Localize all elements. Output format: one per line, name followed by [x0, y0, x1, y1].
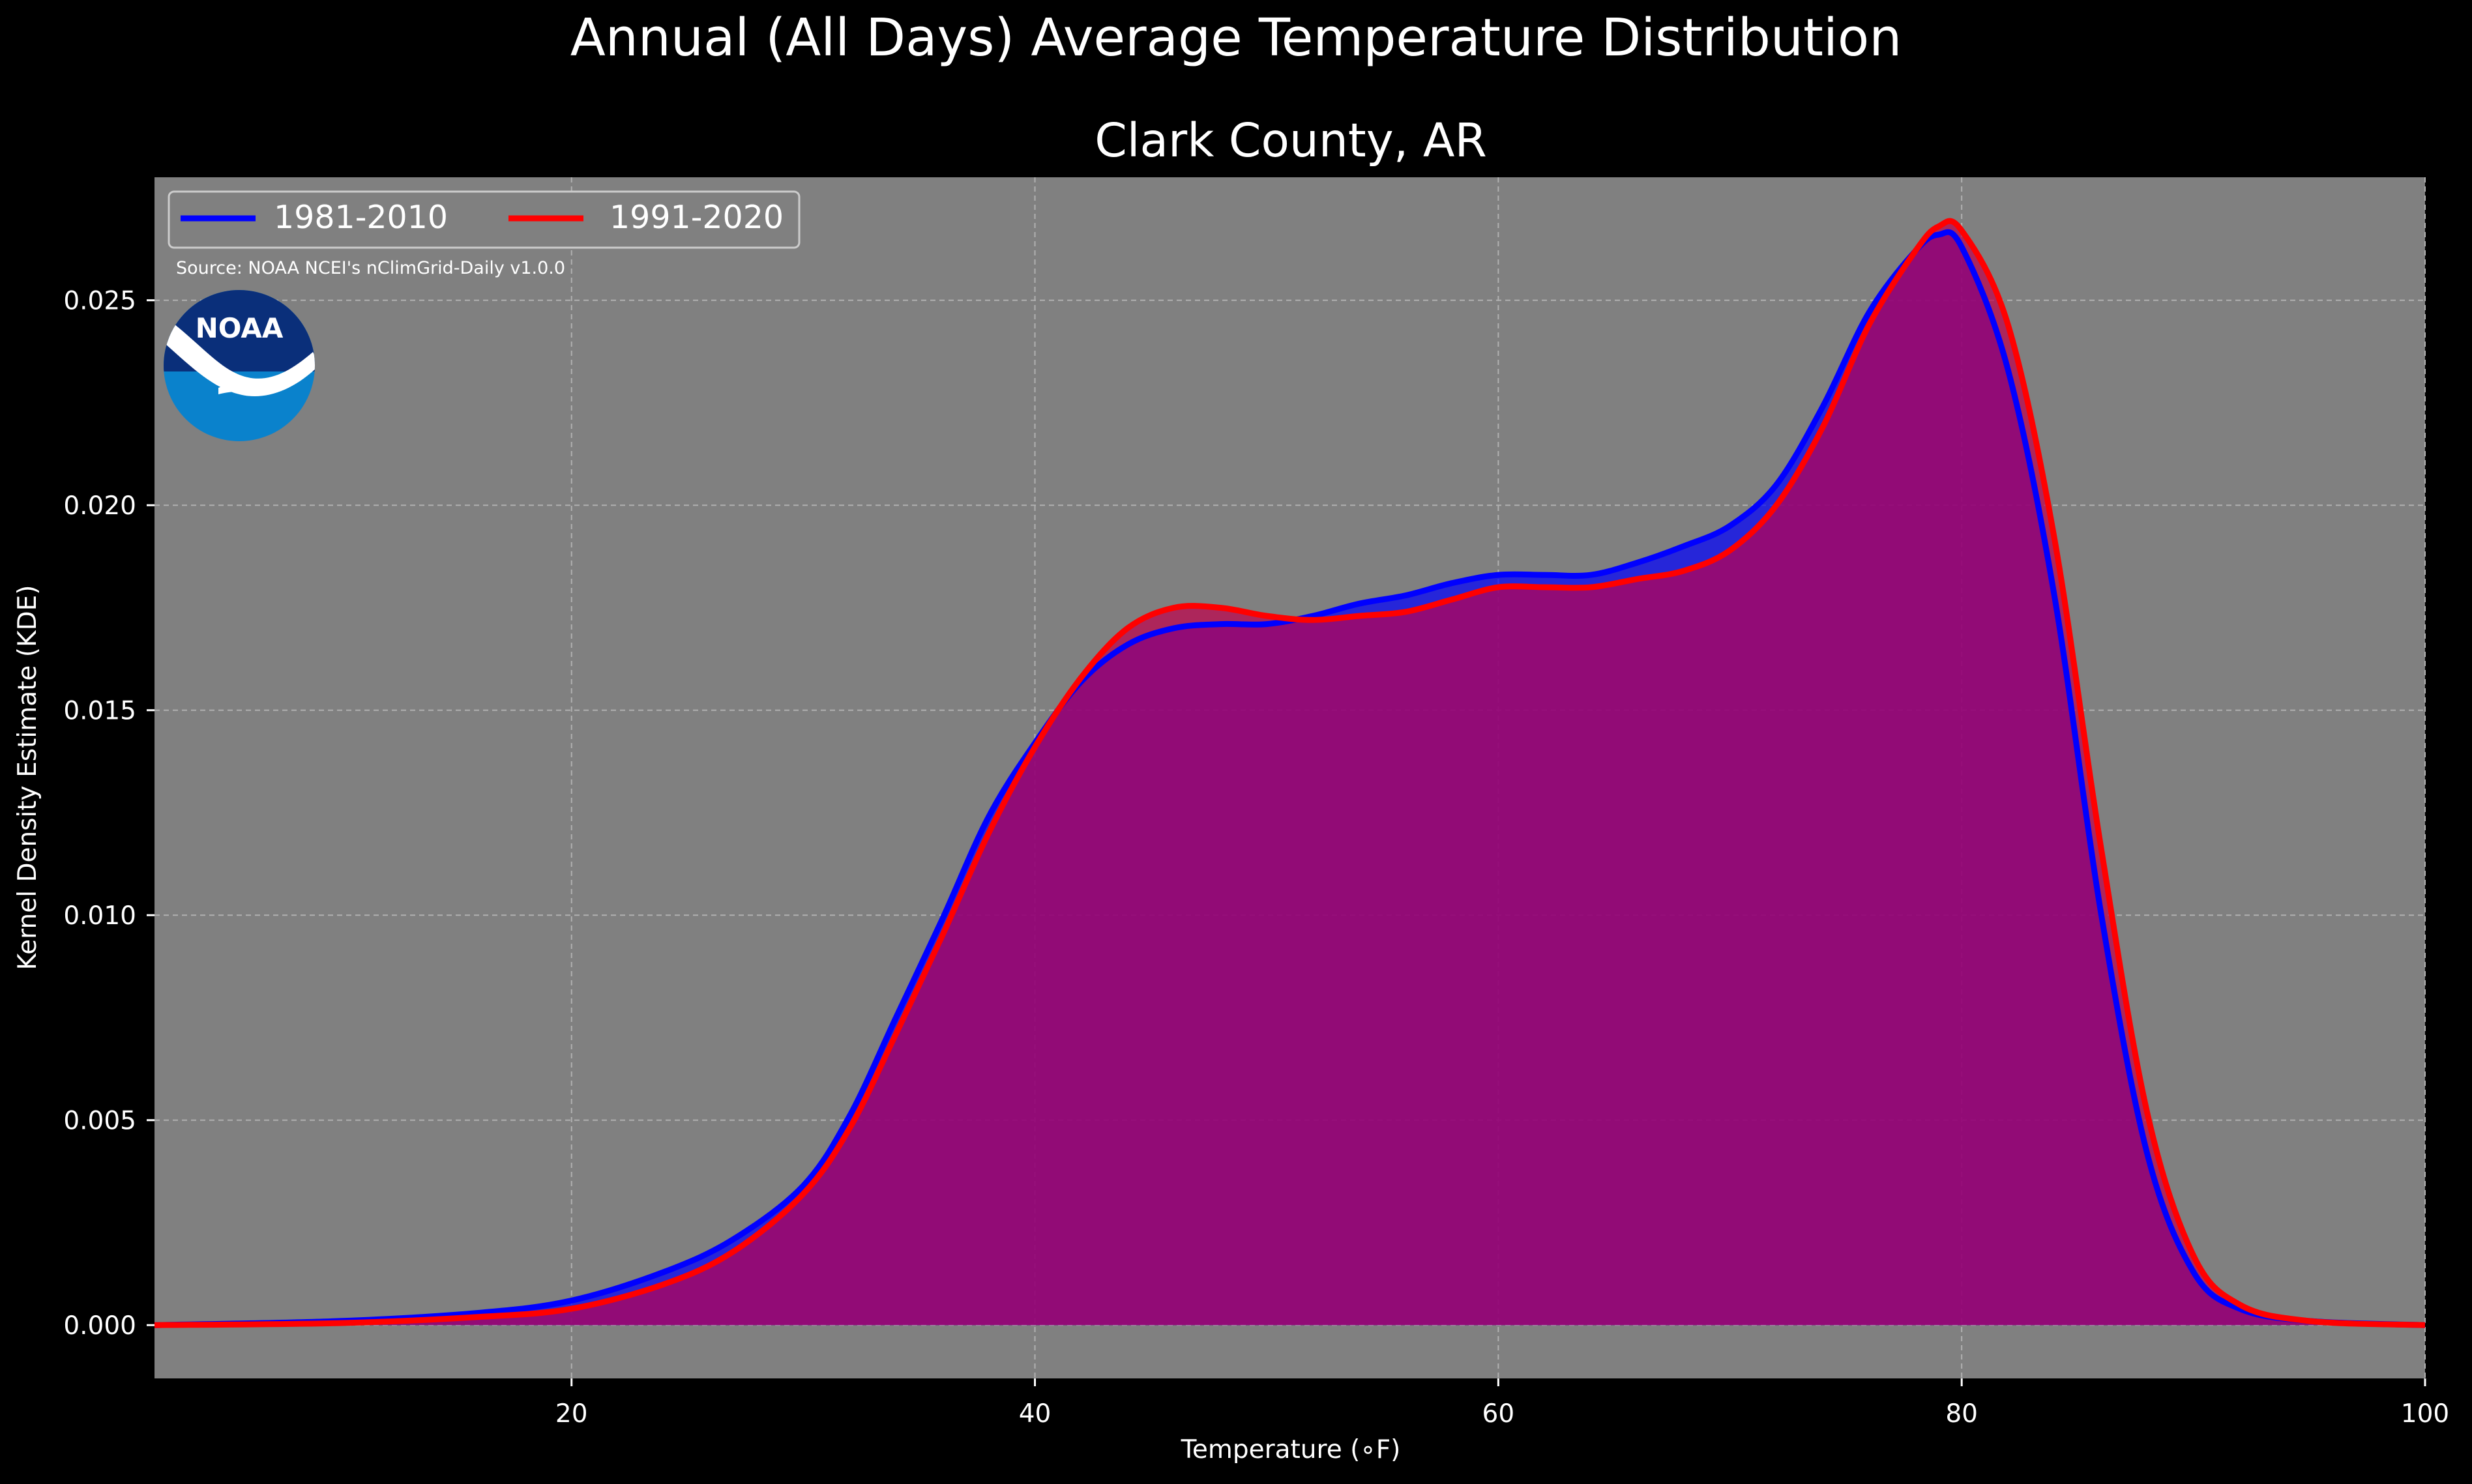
- y-tick-label: 0.010: [63, 901, 136, 931]
- y-tick-label: 0.000: [63, 1311, 136, 1341]
- y-tick-label: 0.015: [63, 697, 136, 726]
- y-tick-label: 0.020: [63, 491, 136, 521]
- x-tick-label: 100: [2401, 1399, 2449, 1429]
- chart-suptitle: Annual (All Days) Average Temperature Di…: [570, 8, 1902, 68]
- series-line-1991-2020: [154, 218, 2426, 1328]
- source-note: Source: NOAA NCEI's nClimGrid-Daily v1.0…: [176, 258, 565, 278]
- x-tick-label: 20: [555, 1399, 588, 1429]
- y-tick-label: 0.025: [63, 287, 136, 316]
- legend-label-1991-2020: 1991-2020: [610, 199, 784, 236]
- noaa-logo-text: NOAA: [196, 312, 284, 344]
- legend-box: [168, 190, 801, 249]
- series-line-1981-2010: [154, 229, 2426, 1328]
- y-tick-label: 0.005: [63, 1107, 136, 1136]
- legend: 1981-2010 1991-2020: [168, 190, 801, 249]
- axis-ticks: 20 40 60 80 100 0.000 0.005 0.010 0.015 0.020 0.02…: [63, 287, 2449, 1429]
- x-tick-label: 60: [1482, 1399, 1515, 1429]
- series-lines: [154, 218, 2426, 1328]
- x-axis-label: Temperature (∘F): [1181, 1435, 1401, 1464]
- y-axis-label: Kernel Density Estimate (KDE): [13, 585, 42, 970]
- x-tick-label: 40: [1019, 1399, 1052, 1429]
- legend-label-1981-2010: 1981-2010: [274, 199, 448, 236]
- series-area-1991-2020: [154, 221, 2425, 1326]
- chart-title: Clark County, AR: [1095, 113, 1487, 167]
- series-fills: [154, 221, 2425, 1326]
- x-tick-label: 80: [1945, 1399, 1978, 1429]
